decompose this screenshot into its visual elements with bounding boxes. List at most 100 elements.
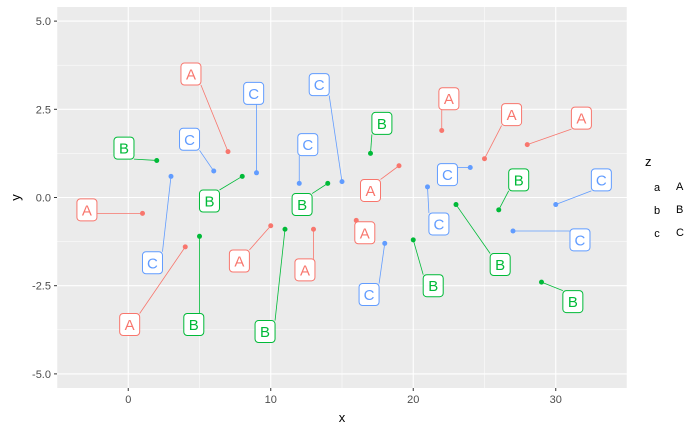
- data-point: [182, 244, 188, 250]
- label-box: [422, 274, 444, 298]
- point-label: A: [501, 103, 523, 127]
- data-point: [311, 226, 316, 232]
- label-text: A: [444, 91, 454, 108]
- label-box: [113, 136, 135, 160]
- label-text: B: [204, 194, 214, 211]
- data-point: [154, 157, 160, 163]
- point-label: C: [569, 228, 591, 252]
- label-text: C: [364, 287, 375, 304]
- data-point: [453, 202, 459, 208]
- x-tick-label: 20: [407, 394, 419, 406]
- legend-key: b: [654, 205, 660, 217]
- y-tick-label: 5.0: [36, 16, 51, 28]
- label-text: B: [568, 294, 578, 311]
- label-box: [590, 168, 612, 192]
- label-box: [570, 106, 592, 130]
- label-segment: [455, 204, 491, 254]
- data-point: [396, 163, 402, 169]
- legend-label: C: [676, 227, 684, 239]
- label-text: A: [234, 254, 244, 271]
- data-point: [254, 170, 259, 176]
- label-text: B: [377, 116, 387, 133]
- y-axis: -5.0 -2.5 0.0 2.5 5.0: [32, 16, 57, 381]
- point-label: A: [438, 87, 460, 111]
- point-label: B: [254, 320, 276, 344]
- label-segments: [96, 84, 592, 321]
- data-point: [496, 207, 502, 213]
- label-box: [358, 283, 380, 307]
- label-box: [183, 313, 205, 336]
- data-point: [439, 127, 445, 133]
- label-box: [243, 81, 265, 105]
- point-label: C: [243, 81, 265, 105]
- point-label: B: [198, 189, 220, 213]
- label-text: A: [365, 183, 375, 200]
- label-text: B: [189, 317, 199, 334]
- point-label: C: [428, 212, 450, 236]
- data-point: [539, 279, 544, 285]
- label-segment: [555, 190, 592, 205]
- y-tick-label: -5.0: [32, 369, 51, 381]
- label-text: C: [248, 86, 259, 103]
- label-segment: [249, 225, 272, 251]
- data-point: [339, 179, 345, 185]
- point-label: C: [308, 73, 330, 97]
- point-label: A: [570, 106, 592, 130]
- point-label: A: [354, 221, 376, 245]
- label-text: A: [186, 67, 196, 84]
- label-segment: [274, 229, 286, 321]
- label-segment: [541, 281, 563, 291]
- data-point: [168, 173, 174, 179]
- label-box: [489, 253, 511, 277]
- data-point: [225, 149, 231, 155]
- x-axis: 0 10 20 30: [125, 388, 562, 406]
- label-segment: [162, 176, 172, 252]
- label-text: C: [596, 172, 607, 189]
- label-text: A: [576, 111, 586, 128]
- label-segment: [498, 190, 510, 211]
- legend: z a Ab Bc C: [645, 154, 684, 240]
- point-label: A: [360, 178, 381, 202]
- label-box: [291, 193, 313, 217]
- point-label: B: [291, 193, 313, 217]
- label-text: C: [442, 167, 453, 184]
- label-text: A: [125, 317, 135, 334]
- label-box: [179, 127, 201, 151]
- label-segment: [139, 246, 186, 314]
- label-box: [569, 228, 591, 252]
- point-label: C: [590, 168, 612, 192]
- data-point: [410, 237, 416, 243]
- point-label: B: [422, 274, 444, 298]
- data-point: [325, 180, 331, 186]
- data-point: [296, 180, 302, 186]
- label-box: [254, 320, 276, 344]
- data-point: [467, 165, 473, 171]
- label-segment: [370, 134, 373, 154]
- label-segment: [427, 186, 430, 213]
- data-point: [140, 210, 145, 216]
- label-box: [180, 62, 202, 86]
- label-segment: [133, 158, 157, 161]
- label-text: C: [147, 255, 158, 272]
- label-box: [308, 73, 330, 97]
- point-labels: A A A A A A A A A A B B B B B B B B B B C C C C C C C C C C: [76, 62, 612, 344]
- point-label: C: [141, 251, 163, 275]
- x-tick-label: 0: [125, 394, 131, 406]
- point-label: B: [562, 290, 584, 314]
- label-text: C: [314, 77, 325, 94]
- label-box: [360, 178, 381, 202]
- data-point: [239, 173, 245, 179]
- label-segment: [412, 239, 424, 275]
- label-text: B: [260, 324, 270, 341]
- label-segment: [311, 183, 328, 194]
- y-tick-label: 2.5: [36, 104, 51, 116]
- legend-label: A: [676, 181, 684, 193]
- point-label: C: [436, 163, 458, 187]
- data-point: [368, 150, 373, 156]
- point-label: B: [371, 111, 393, 135]
- data-point: [482, 156, 487, 162]
- label-text: B: [297, 197, 307, 214]
